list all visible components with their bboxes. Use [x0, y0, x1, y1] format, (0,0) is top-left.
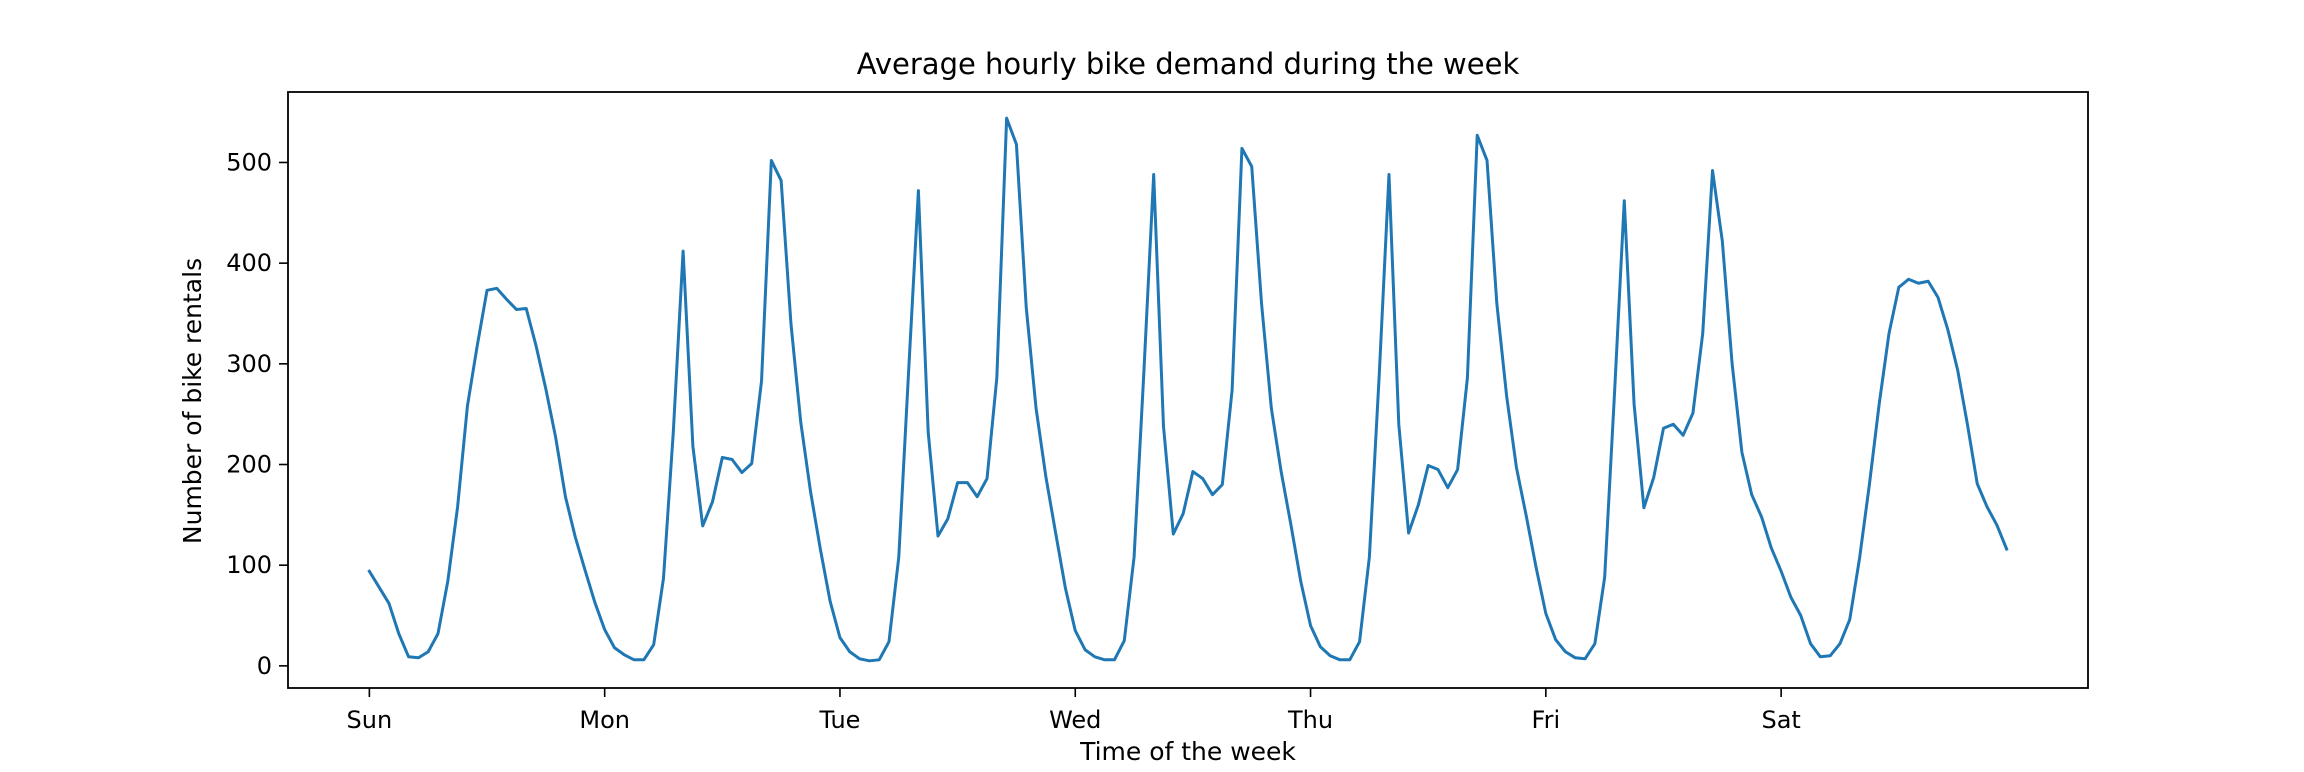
x-axis-label: Time of the week — [1079, 737, 1296, 766]
series-layer — [367, 116, 2009, 663]
x-tick-label: Tue — [818, 706, 860, 734]
plot-area-frame — [287, 91, 2089, 689]
y-axis-label: Number of bike rentals — [178, 258, 207, 544]
y-tick-label: 0 — [257, 652, 272, 680]
x-tick-label: Sat — [1761, 706, 1800, 734]
y-tick-label: 500 — [226, 148, 272, 176]
series-line — [367, 116, 2009, 663]
x-tick-label: Thu — [1287, 706, 1333, 734]
y-tick-label: 200 — [226, 451, 272, 479]
x-tick-label: Wed — [1049, 706, 1101, 734]
y-tick-label: 400 — [226, 249, 272, 277]
y-tick-label: 300 — [226, 350, 272, 378]
chart-title: Average hourly bike demand during the we… — [857, 47, 1520, 81]
x-tick-label: Fri — [1532, 706, 1561, 734]
y-tick-label: 100 — [226, 551, 272, 579]
axis-ticks: Sun Mon Tue Wed Thu Fri Sat 0 100 200 300 400 500 — [226, 148, 1801, 734]
x-tick-label: Mon — [579, 706, 630, 734]
x-tick-label: Sun — [347, 706, 393, 734]
